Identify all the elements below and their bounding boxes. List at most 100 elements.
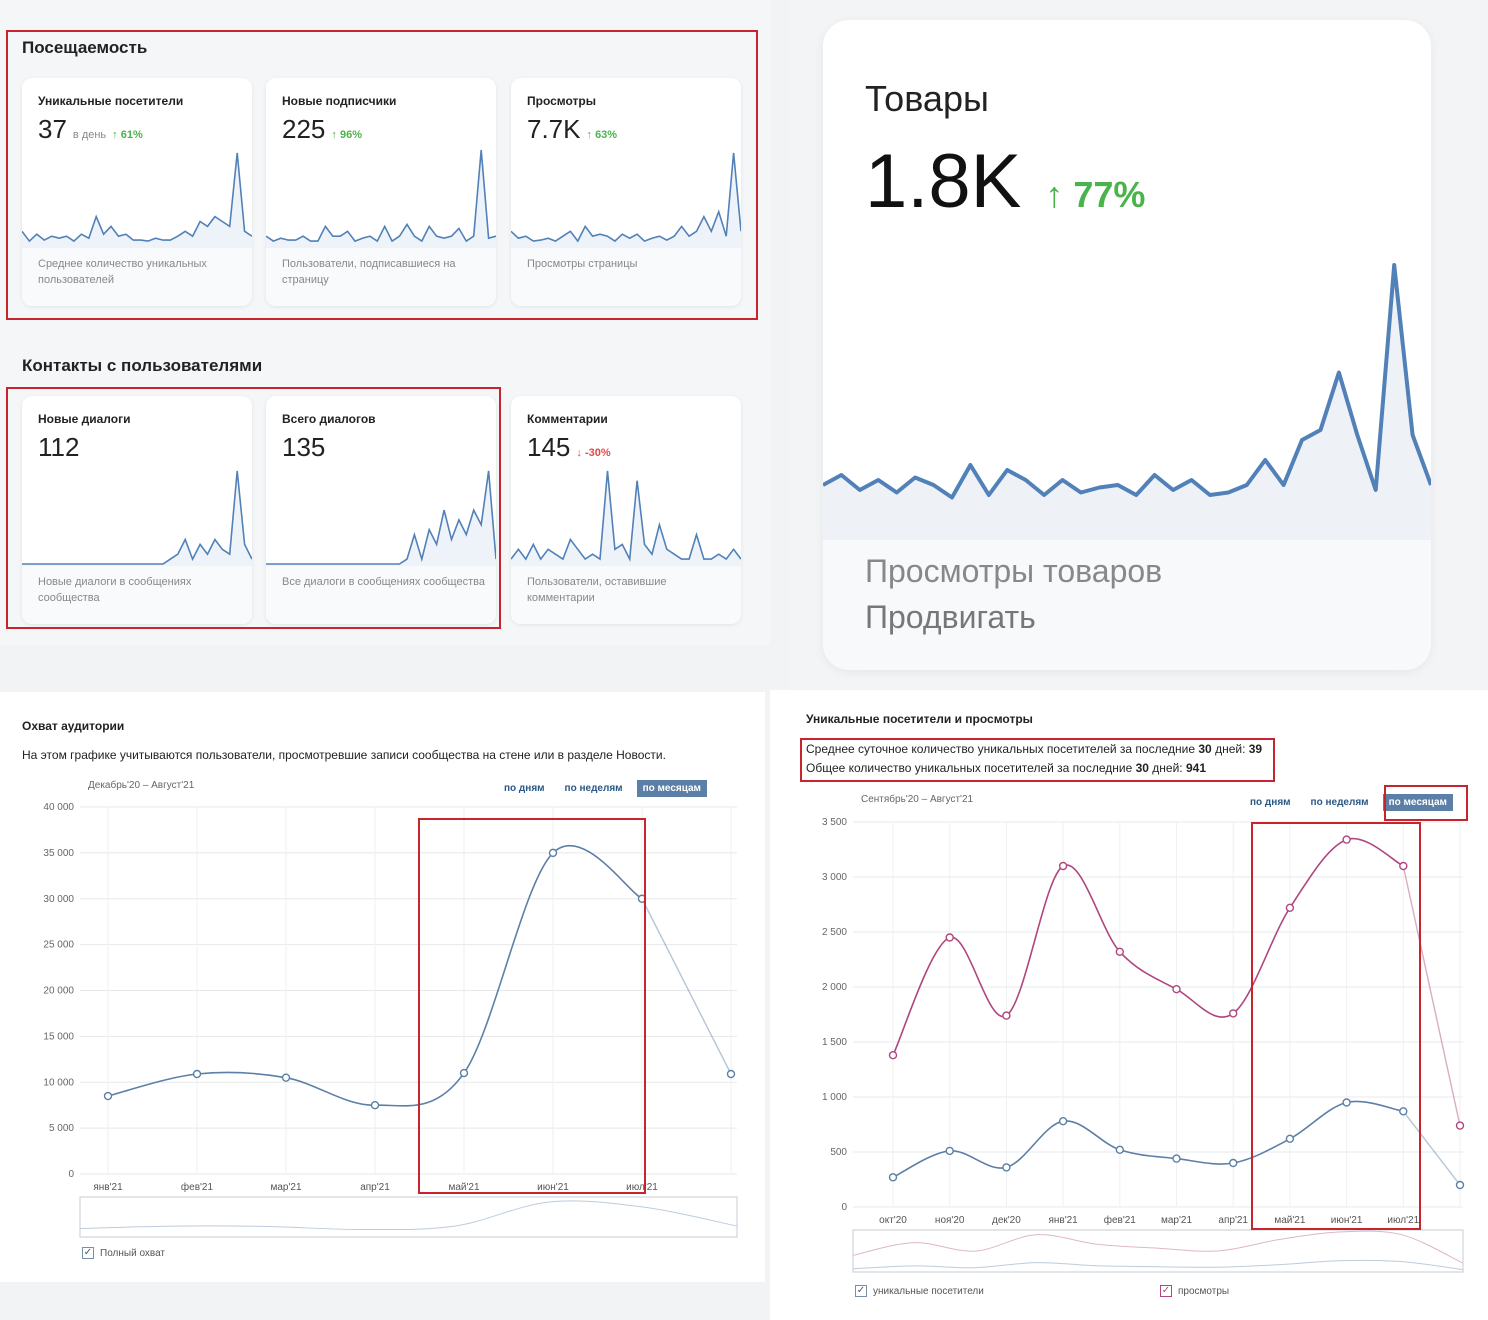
data-point[interactable]: [1115, 1145, 1124, 1154]
section-title-attendance: Посещаемость: [22, 38, 148, 57]
data-point[interactable]: [1285, 1134, 1295, 1143]
card-footer: [22, 566, 252, 624]
y-tick-label: 1 000: [822, 1092, 847, 1103]
date-range[interactable]: Сентябрь'20 – Август'21: [861, 794, 974, 805]
x-tick-label: ноя'20: [935, 1215, 965, 1226]
products-panel: Товары 1.8K ↑ 77% Просмотры товаров Прод…: [790, 0, 1488, 690]
legend-label: уникальные посетители: [873, 1285, 984, 1297]
delta-value: 96%: [339, 129, 362, 141]
data-point[interactable]: [459, 1068, 469, 1078]
card-footer: [511, 248, 741, 306]
navigator-line: [852, 1230, 1464, 1264]
data-point[interactable]: [370, 1100, 380, 1110]
card-desc: Все диалоги в сообщениях сообщества: [282, 576, 485, 588]
x-tick-label: фев'21: [181, 1181, 214, 1193]
data-point[interactable]: [1058, 861, 1068, 871]
series-line-partial: [1402, 865, 1461, 1126]
card-delta: ↑ 77%: [1045, 174, 1145, 216]
y-tick-label: 3 500: [822, 817, 847, 828]
data-point[interactable]: [1399, 1107, 1408, 1116]
sparkline: [511, 470, 741, 566]
card-footer: [823, 520, 1431, 670]
tab-days[interactable]: по дням: [1250, 797, 1291, 808]
data-point[interactable]: [548, 848, 558, 858]
card-delta: ↑ 63%: [587, 129, 618, 141]
chart-title: Охват аудитории: [22, 719, 125, 733]
tab-months[interactable]: по месяцам: [1382, 794, 1453, 811]
data-point[interactable]: [103, 1091, 113, 1101]
tab-days[interactable]: по дням: [504, 783, 545, 794]
x-tick-label: апр'21: [1218, 1215, 1248, 1226]
data-point[interactable]: [726, 1069, 736, 1079]
data-point[interactable]: [1115, 947, 1124, 956]
data-point[interactable]: [192, 1069, 202, 1079]
sparkline-area: [266, 150, 496, 248]
card-unit: в день: [72, 129, 107, 141]
data-point[interactable]: [1455, 1180, 1465, 1190]
x-tick-label: май'21: [1274, 1215, 1305, 1226]
stat-card[interactable]: Новые диалоги 112 Новые диалоги в сообщени…: [22, 396, 252, 624]
date-range[interactable]: Декабрь'20 – Август'21: [88, 780, 195, 791]
legend-unique-visitors[interactable]: ✓ уникальные посетители: [855, 1285, 984, 1297]
card-desc-text: Просмотры товаров: [865, 553, 1163, 589]
x-tick-label: дек'20: [992, 1215, 1021, 1226]
period-tabs: по дням по неделям по месяцам: [1244, 794, 1453, 811]
checkbox-icon[interactable]: ✓: [82, 1247, 94, 1259]
tab-weeks[interactable]: по неделям: [1310, 797, 1369, 808]
data-point[interactable]: [281, 1073, 291, 1082]
x-tick-label: мар'21: [1161, 1215, 1192, 1226]
stat-card[interactable]: Уникальные посетители 37 в день ↑ 61% Средне…: [22, 78, 252, 306]
data-point[interactable]: [1285, 903, 1295, 913]
checkbox-icon[interactable]: ✓: [855, 1285, 867, 1297]
data-point[interactable]: [888, 1173, 898, 1182]
sparkline: [22, 152, 252, 248]
stat-card[interactable]: Комментарии 145 ↓ -30% Пользователи, остави…: [511, 396, 741, 624]
data-point[interactable]: [945, 933, 954, 942]
promote-link[interactable]: Продвигать: [865, 599, 1036, 635]
card-value-row: 145 ↓ -30%: [527, 432, 611, 463]
period-tabs: по дням по неделям по месяцам: [498, 780, 707, 797]
y-tick-label: 0: [841, 1202, 847, 1213]
stat-card[interactable]: Всего диалогов 135 Все диалоги в сообщения…: [266, 396, 496, 624]
data-point[interactable]: [1455, 1121, 1465, 1130]
data-point[interactable]: [1002, 1011, 1011, 1020]
data-point[interactable]: [1399, 861, 1408, 871]
navigator-line: [852, 1259, 1464, 1271]
legend-views[interactable]: ✓ просмотры: [1160, 1285, 1229, 1297]
checkbox-icon[interactable]: ✓: [1160, 1285, 1172, 1297]
data-point[interactable]: [1172, 985, 1181, 994]
card-footer: [22, 248, 252, 306]
data-point[interactable]: [1058, 1117, 1068, 1126]
card-title: Всего диалогов: [282, 412, 376, 426]
data-point[interactable]: [1342, 835, 1351, 844]
stat-card[interactable]: Новые подписчики 225 ↑ 96% Пользователи, по…: [266, 78, 496, 306]
tab-weeks[interactable]: по неделям: [564, 783, 623, 794]
series-line: [892, 1100, 1404, 1179]
range-navigator[interactable]: [852, 1229, 1464, 1273]
legend-label: просмотры: [1178, 1285, 1230, 1297]
sparkline-area: [22, 470, 252, 566]
sparkline-line: [266, 149, 496, 243]
reach-chart: 0 5 000 10 000 15 000 20 000 25 000 30 000 35 0…: [43, 802, 738, 1238]
data-point[interactable]: [888, 1051, 898, 1060]
legend-full-reach[interactable]: ✓ Полный охват: [82, 1247, 165, 1259]
data-point[interactable]: [1229, 1009, 1238, 1018]
products-card[interactable]: Товары 1.8K ↑ 77% Просмотры товаров Прод…: [823, 20, 1431, 670]
tab-months[interactable]: по месяцам: [636, 780, 707, 797]
data-point[interactable]: [1342, 1098, 1351, 1107]
highlight-box: [800, 738, 1275, 782]
data-point[interactable]: [1229, 1158, 1238, 1168]
card-desc: Пользователи, подписавшиеся на страницу: [282, 258, 456, 286]
card-desc: Просмотры товаров Продвигать: [865, 548, 1162, 640]
data-point[interactable]: [1172, 1154, 1181, 1163]
data-point[interactable]: [1002, 1163, 1011, 1172]
sparkline-line: [511, 152, 741, 243]
card-title: Новые диалоги: [38, 412, 131, 426]
plot-area: [853, 822, 1463, 1207]
y-tick-label: 15 000: [43, 1031, 74, 1042]
data-point[interactable]: [945, 1146, 954, 1156]
delta-value: -30%: [584, 447, 611, 459]
range-navigator[interactable]: [79, 1196, 738, 1238]
y-tick-label: 0: [68, 1169, 74, 1180]
stat-card[interactable]: Просмотры 7.7K ↑ 63% Просмотры страницы: [511, 78, 741, 306]
